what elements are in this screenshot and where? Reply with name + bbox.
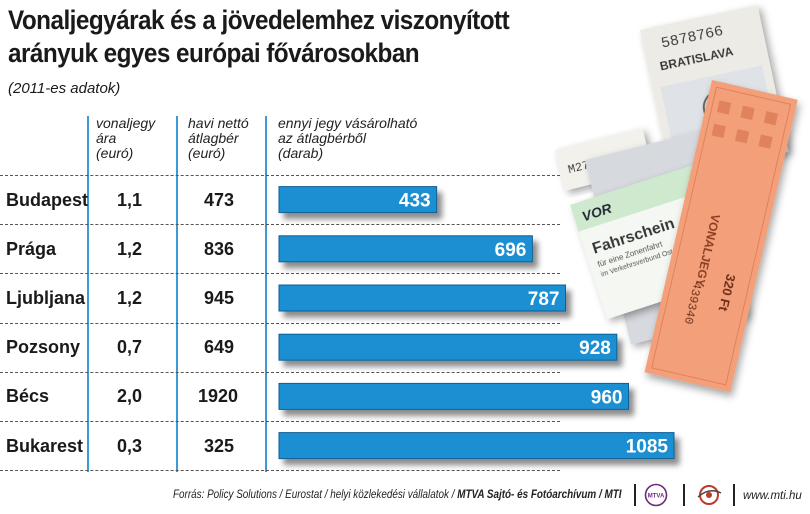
website-link[interactable]: www.mti.hu xyxy=(743,490,802,502)
column-divider xyxy=(87,116,89,472)
row-separator xyxy=(0,421,560,422)
header-count-line1: ennyi jegy vásárolható xyxy=(278,115,418,131)
header-price: vonaljegy ára (euró) xyxy=(96,116,155,161)
column-divider xyxy=(176,116,178,472)
footer-separator xyxy=(733,484,735,506)
row-separator xyxy=(0,371,560,373)
mtva-logo-icon: MTVA xyxy=(644,483,668,507)
row-price: 1,1 xyxy=(117,189,143,210)
row-city: Pozsony xyxy=(6,337,81,358)
source-agency: MTVA Sajtó- és Fotóarchívum / MTI xyxy=(457,489,622,501)
header-count-line3: (darab) xyxy=(278,145,324,161)
row-city: Budapest xyxy=(6,189,89,210)
header-price-line1: vonaljegy xyxy=(96,115,156,131)
chart-title: Vonaljegyárak és a jövedelemhez viszonyí… xyxy=(8,4,512,70)
row-price: 0,3 xyxy=(117,435,143,456)
header-wage-line2: átlagbér xyxy=(188,130,239,146)
orange-ticket: VONALJEGY 320 Ft 439340 xyxy=(644,80,798,393)
row-wage: 1920 xyxy=(198,386,239,407)
row-price: 1,2 xyxy=(117,238,143,259)
chart-title-line2: arányuk egyes európai fővárosokban xyxy=(8,38,420,68)
header-count: ennyi jegy vásárolható az átlagbérből (d… xyxy=(278,116,417,161)
mtva-logo-text: MTVA xyxy=(648,494,665,500)
footer-separator xyxy=(683,484,685,506)
row-separator xyxy=(0,322,560,324)
row-wage: 836 xyxy=(204,238,235,259)
row-wage: 473 xyxy=(204,189,235,210)
row-price: 0,7 xyxy=(117,337,143,358)
row-city: Prága xyxy=(6,238,57,259)
header-wage: havi nettó átlagbér (euró) xyxy=(188,116,249,161)
source-label: Forrás: xyxy=(173,489,205,501)
row-wage: 945 xyxy=(204,288,235,308)
mti-logo-icon xyxy=(697,485,722,505)
source-footer: Forrás: Policy Solutions / Eurostat / he… xyxy=(173,489,622,501)
row-wage: 649 xyxy=(204,337,235,358)
row-wage: 325 xyxy=(204,435,235,456)
header-count-line2: az átlagbérből xyxy=(278,130,366,146)
row-separator xyxy=(0,175,560,176)
row-city: Bécs xyxy=(6,386,50,407)
row-city: Ljubljana xyxy=(6,288,86,308)
row-price: 2,0 xyxy=(117,386,143,407)
header-price-line2: ára xyxy=(96,130,117,146)
chart-title-line1: Vonaljegyárak és a jövedelemhez viszonyí… xyxy=(8,5,510,35)
chart-subtitle: (2011-es adatok) xyxy=(8,80,121,97)
row-price: 1,2 xyxy=(117,288,143,308)
source-text: Policy Solutions / Eurostat / helyi közl… xyxy=(207,489,455,501)
header-wage-line3: (euró) xyxy=(188,145,226,161)
row-separator xyxy=(0,224,560,226)
header-price-line3: (euró) xyxy=(96,145,134,161)
row-separator xyxy=(0,470,560,472)
header-wage-line1: havi nettó xyxy=(188,115,249,131)
footer-separator xyxy=(634,484,636,506)
row-separator xyxy=(0,273,560,275)
column-divider xyxy=(265,116,267,472)
row-city: Bukarest xyxy=(6,435,84,456)
